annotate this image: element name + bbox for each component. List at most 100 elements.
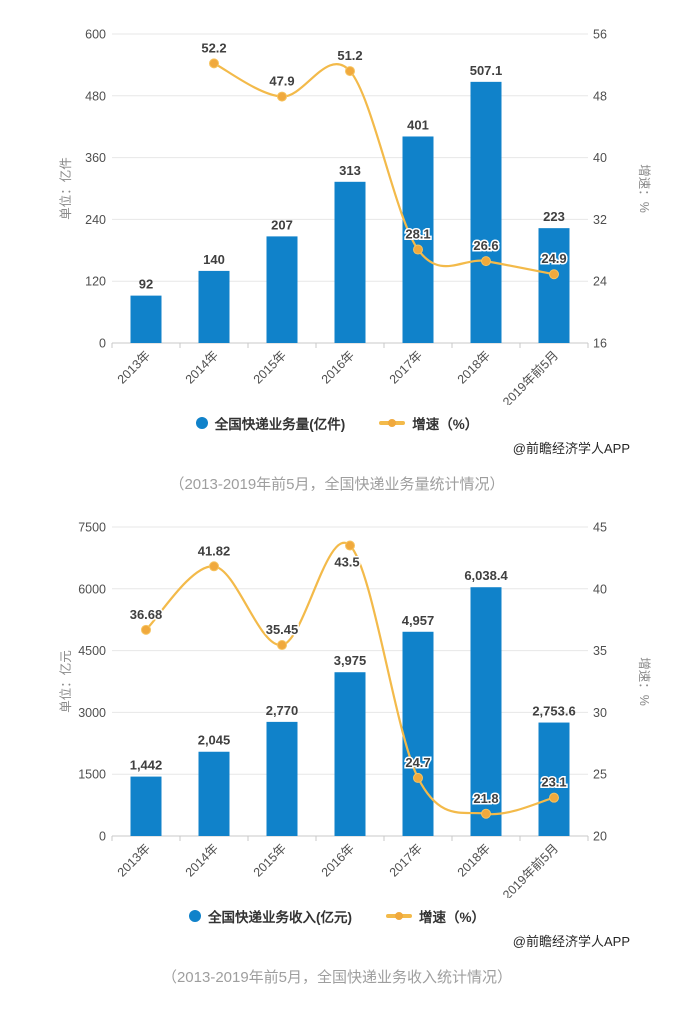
- legend-label: 增速（%）: [412, 417, 479, 432]
- line-value-label: 24.7: [405, 755, 430, 770]
- y2-axis-tick-label: 56: [593, 28, 607, 42]
- line-marker: [549, 792, 559, 803]
- y2-axis-tick-label: 35: [593, 644, 607, 658]
- chart-canvas-svg: 0 1500 3000 4500 6000 7500 20 25 30 35 40 45 单位：亿元 增速…: [58, 521, 652, 903]
- line-series-swatch-icon: [385, 912, 412, 920]
- bar-value-label: 507.1: [470, 63, 503, 78]
- y-axis-tick-label: 6000: [78, 582, 106, 596]
- y-axis-tick-label: 4500: [78, 644, 106, 658]
- chart-caption: （2013-2019年前5月，全国快递业务量统计情况）: [169, 476, 505, 493]
- y-axis-tick-label: 3000: [78, 706, 106, 720]
- bar-value-label: 4,957: [402, 613, 435, 628]
- line-marker: [277, 91, 287, 102]
- left-axis-title: 单位：亿件: [58, 157, 73, 220]
- line-value-label: 23.1: [541, 775, 566, 790]
- bar-value-label: 401: [407, 117, 429, 132]
- y2-axis-tick-label: 30: [593, 706, 607, 720]
- chart-caption: （2013-2019年前5月，全国快递业务收入统计情况）: [161, 969, 513, 986]
- bar-value-label: 2,753.6: [532, 704, 575, 719]
- bar-value-label: 140: [203, 252, 225, 267]
- x-axis-tick-label: 2018年: [455, 348, 493, 386]
- line-value-label: 52.2: [201, 40, 226, 55]
- line-marker: [209, 561, 219, 572]
- legend-label: 增速（%）: [418, 910, 485, 925]
- left-axis-title: 单位：亿元: [58, 650, 73, 713]
- line-marker: [277, 640, 287, 651]
- line-value-label: 36.68: [130, 607, 163, 622]
- line-marker: [481, 256, 491, 267]
- x-axis-tick-label: 2013年: [115, 348, 153, 386]
- source-watermark: @前瞻经济学人APP: [512, 934, 630, 949]
- line-value-label: 41.82: [198, 543, 231, 558]
- y-axis-tick-label: 600: [85, 28, 106, 42]
- bar: [334, 672, 366, 836]
- line-value-label: 51.2: [337, 48, 362, 63]
- y2-axis-tick-label: 16: [593, 337, 607, 351]
- bar: [470, 587, 502, 836]
- bar-value-label: 2,770: [266, 703, 299, 718]
- bar: [130, 776, 162, 836]
- line-value-label: 28.1: [405, 227, 430, 242]
- bar-series-swatch-icon: [188, 910, 201, 922]
- line-marker: [481, 808, 491, 819]
- x-axis-tick-label: 2014年: [183, 841, 221, 879]
- bar-value-label: 2,045: [198, 733, 231, 748]
- bar: [402, 136, 434, 343]
- line-marker: [413, 772, 423, 783]
- line-series-swatch-dot-icon: [388, 419, 397, 427]
- right-axis-title: 增速：%: [637, 657, 652, 706]
- bar: [198, 751, 230, 836]
- bar-value-label: 207: [271, 217, 293, 232]
- line-value-label: 21.8: [473, 791, 498, 806]
- bar: [266, 721, 298, 836]
- bar-value-label: 6,038.4: [464, 568, 508, 583]
- express-revenue-figure: 0 1500 3000 4500 6000 7500 20 25 30 35 40 45 单位：亿元 增速…: [0, 493, 674, 987]
- line-value-label: 24.9: [541, 251, 566, 266]
- x-axis-tick-label: 2017年: [387, 348, 425, 386]
- legend-item-line: 增速（%）: [379, 413, 478, 433]
- y2-axis-tick-label: 32: [593, 213, 607, 227]
- x-axis-tick-label: 2019年前5月: [499, 841, 561, 898]
- express-revenue-chart: 0 1500 3000 4500 6000 7500 20 25 30 35 40 45 单位：亿元 增速…: [0, 493, 674, 903]
- line-marker: [413, 244, 423, 255]
- line-marker: [209, 58, 219, 69]
- right-axis-title: 增速：%: [637, 164, 652, 213]
- line-marker: [345, 66, 355, 77]
- bar: [334, 181, 366, 343]
- line-path: [212, 62, 556, 276]
- line-marker: [345, 540, 355, 551]
- x-axis-tick-label: 2017年: [387, 841, 425, 879]
- y-axis-tick-label: 7500: [78, 521, 106, 535]
- x-axis-tick-label: 2015年: [251, 841, 289, 879]
- bar-value-label: 223: [543, 209, 565, 224]
- x-axis-tick-label: 2013年: [115, 841, 153, 879]
- x-axis-tick-label: 2019年前5月: [499, 348, 561, 405]
- legend-label: 全国快递业务量(亿件): [214, 417, 346, 432]
- x-axis-tick-label: 2016年: [319, 841, 357, 879]
- line-value-label: 43.5: [334, 555, 359, 570]
- y2-axis-tick-label: 45: [593, 521, 607, 535]
- bar: [538, 722, 570, 836]
- line-value-label: 26.6: [473, 238, 498, 253]
- legend-item-line: 增速（%）: [385, 906, 485, 926]
- bar: [538, 228, 570, 343]
- line-series-swatch-dot-icon: [394, 912, 403, 920]
- bar: [470, 81, 502, 343]
- y-axis-tick-label: 120: [85, 275, 106, 289]
- chart-canvas-svg: 0 120 240 360 480 600 16 24 32 40 48 56 单位：亿件 增速：% 201…: [58, 28, 652, 410]
- y2-axis-tick-label: 24: [593, 275, 607, 289]
- express-volume-figure: 0 120 240 360 480 600 16 24 32 40 48 56 单位：亿件 增速：% 201…: [0, 0, 674, 494]
- source-watermark: @前瞻经济学人APP: [512, 441, 630, 456]
- y2-axis-tick-label: 40: [593, 582, 607, 596]
- x-axis-tick-label: 2015年: [251, 348, 289, 386]
- y-axis-tick-label: 0: [99, 830, 106, 844]
- line-marker: [141, 624, 151, 635]
- x-axis-tick-label: 2018年: [455, 841, 493, 879]
- legend: 全国快递业务量(亿件) 增速（%）: [0, 413, 674, 433]
- bar: [198, 270, 230, 343]
- line-value-label: 47.9: [269, 74, 294, 89]
- y2-axis-tick-label: 40: [593, 151, 607, 165]
- bar-value-label: 3,975: [334, 653, 367, 668]
- bar: [130, 295, 162, 343]
- bar-value-label: 1,442: [130, 758, 163, 773]
